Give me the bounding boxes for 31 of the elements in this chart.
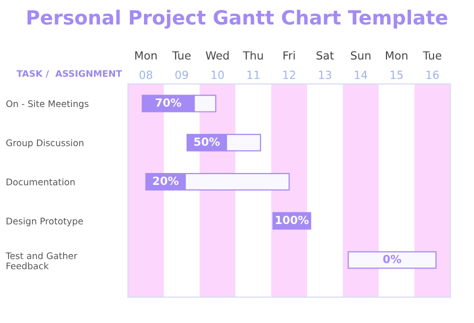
x-tick-label: 09 — [175, 70, 188, 80]
x-tick-label: 11 — [247, 70, 260, 79]
text: Thu — [242, 51, 263, 60]
y-axis-title: TASK / ASSIGNMENT — [16, 70, 122, 78]
text: Mon — [386, 51, 408, 60]
y-tick-label: Design Prototype — [6, 217, 83, 226]
x-tick-label: 10 — [212, 70, 224, 80]
text: Wed — [206, 51, 229, 60]
annotation: 100% — [276, 216, 309, 224]
x-tick-label: 16 — [426, 70, 439, 80]
y-tick-label: Documentation — [6, 178, 75, 186]
annotation: 20% — [153, 176, 179, 185]
x-tick-label: 15 — [390, 70, 403, 80]
text: Tue — [422, 51, 442, 60]
annotation: 50% — [194, 137, 220, 146]
text: Fri — [284, 51, 295, 60]
y-tick-label: Group Discussion — [6, 139, 84, 148]
x-tick-label: 08 — [140, 70, 152, 80]
y-tick-label: Test and Gather Feedback — [6, 252, 78, 270]
bar — [348, 251, 437, 269]
annotation: 70% — [156, 98, 182, 107]
text: Mon — [135, 51, 157, 60]
annotation: 0% — [383, 254, 402, 264]
text: Sun — [350, 51, 370, 60]
x-tick-label: 14 — [354, 70, 368, 79]
x-tick-label: 13 — [319, 70, 332, 80]
x-tick-label: 12 — [283, 70, 296, 79]
text: Sat — [316, 51, 334, 60]
text: Tue — [172, 51, 191, 60]
chart-title: Personal Project Gantt Chart Template — [28, 10, 448, 29]
y-tick-label: On - Site Meetings — [6, 100, 88, 109]
